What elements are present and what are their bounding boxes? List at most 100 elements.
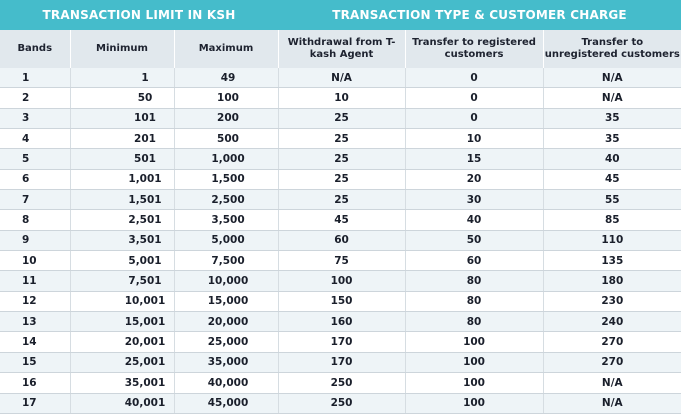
cell-maximum: 1,500 [174, 169, 279, 191]
table-body: 1 1 49 N/A 0 N/A 2 50 100 10 0 N/A 3 101 200 25 0 35 4 201 5… [0, 68, 681, 414]
table-row: 14 20,001 25,000 170 100 270 [0, 331, 681, 353]
cell-maximum: 100 [174, 87, 279, 109]
cell-withdrawal: 25 [278, 148, 406, 170]
cell-registered: 0 [405, 87, 544, 109]
cell-band: 9 [0, 230, 71, 252]
cell-maximum: 25,000 [174, 331, 279, 353]
table-row: 12 10,001 15,000 150 80 230 [0, 291, 681, 313]
cell-unregistered: 135 [543, 250, 681, 272]
cell-maximum: 35,000 [174, 352, 279, 374]
cell-minimum: 7,501 [70, 270, 175, 292]
column-header-row: Bands Minimum Maximum Withdrawal from T-… [0, 30, 681, 68]
col-header-registered: Transfer to registered customers [405, 30, 544, 68]
table-row: 10 5,001 7,500 75 60 135 [0, 250, 681, 272]
cell-minimum: 40,001 [70, 393, 175, 414]
cell-unregistered: N/A [543, 393, 681, 414]
cell-registered: 100 [405, 393, 544, 414]
cell-maximum: 49 [174, 68, 279, 89]
table-row: 11 7,501 10,000 100 80 180 [0, 270, 681, 292]
group-header-row: TRANSACTION LIMIT IN KSH TRANSACTION TYP… [0, 0, 681, 30]
cell-withdrawal: 100 [278, 270, 406, 292]
cell-band: 4 [0, 128, 71, 150]
cell-registered: 80 [405, 270, 544, 292]
cell-band: 15 [0, 352, 71, 374]
cell-registered: 100 [405, 372, 544, 394]
cell-band: 2 [0, 87, 71, 109]
cell-withdrawal: N/A [278, 68, 406, 89]
cell-unregistered: 40 [543, 148, 681, 170]
cell-band: 12 [0, 291, 71, 313]
cell-band: 1 [0, 68, 71, 89]
header-transaction-limit: TRANSACTION LIMIT IN KSH [0, 0, 279, 30]
cell-unregistered: 270 [543, 331, 681, 353]
cell-maximum: 5,000 [174, 230, 279, 252]
cell-band: 11 [0, 270, 71, 292]
cell-unregistered: N/A [543, 87, 681, 109]
cell-unregistered: 45 [543, 169, 681, 191]
cell-registered: 80 [405, 291, 544, 313]
cell-minimum: 10,001 [70, 291, 175, 313]
table-row: 2 50 100 10 0 N/A [0, 87, 681, 109]
cell-minimum: 20,001 [70, 331, 175, 353]
cell-withdrawal: 170 [278, 331, 406, 353]
cell-band: 6 [0, 169, 71, 191]
cell-minimum: 101 [70, 108, 175, 130]
cell-unregistered: 55 [543, 189, 681, 211]
cell-withdrawal: 25 [278, 169, 406, 191]
cell-registered: 10 [405, 128, 544, 150]
cell-withdrawal: 250 [278, 372, 406, 394]
table-row: 6 1,001 1,500 25 20 45 [0, 169, 681, 191]
cell-maximum: 200 [174, 108, 279, 130]
cell-withdrawal: 25 [278, 108, 406, 130]
cell-registered: 20 [405, 169, 544, 191]
cell-registered: 0 [405, 108, 544, 130]
cell-maximum: 10,000 [174, 270, 279, 292]
table-row: 15 25,001 35,000 170 100 270 [0, 352, 681, 374]
cell-withdrawal: 170 [278, 352, 406, 374]
table-row: 9 3,501 5,000 60 50 110 [0, 230, 681, 252]
cell-maximum: 45,000 [174, 393, 279, 414]
cell-minimum: 1,001 [70, 169, 175, 191]
cell-band: 13 [0, 311, 71, 333]
table-row: 1 1 49 N/A 0 N/A [0, 68, 681, 89]
cell-unregistered: 230 [543, 291, 681, 313]
cell-unregistered: 240 [543, 311, 681, 333]
col-header-maximum: Maximum [174, 30, 279, 68]
cell-maximum: 40,000 [174, 372, 279, 394]
cell-registered: 0 [405, 68, 544, 89]
cell-registered: 80 [405, 311, 544, 333]
col-header-bands: Bands [0, 30, 71, 68]
cell-maximum: 1,000 [174, 148, 279, 170]
cell-registered: 30 [405, 189, 544, 211]
cell-maximum: 15,000 [174, 291, 279, 313]
cell-registered: 40 [405, 209, 544, 231]
cell-withdrawal: 250 [278, 393, 406, 414]
cell-withdrawal: 25 [278, 128, 406, 150]
cell-maximum: 7,500 [174, 250, 279, 272]
table-row: 7 1,501 2,500 25 30 55 [0, 189, 681, 211]
cell-maximum: 500 [174, 128, 279, 150]
col-header-unregistered: Transfer to unregistered customers [543, 30, 681, 68]
cell-unregistered: 85 [543, 209, 681, 231]
cell-minimum: 2,501 [70, 209, 175, 231]
cell-withdrawal: 10 [278, 87, 406, 109]
cell-maximum: 2,500 [174, 189, 279, 211]
col-header-withdrawal: Withdrawal from T-kash Agent [278, 30, 406, 68]
col-header-minimum: Minimum [70, 30, 175, 68]
table-row: 17 40,001 45,000 250 100 N/A [0, 393, 681, 414]
cell-minimum: 5,001 [70, 250, 175, 272]
cell-registered: 15 [405, 148, 544, 170]
cell-minimum: 1 [70, 68, 175, 89]
table-row: 3 101 200 25 0 35 [0, 108, 681, 130]
table-row: 5 501 1,000 25 15 40 [0, 148, 681, 170]
cell-withdrawal: 75 [278, 250, 406, 272]
cell-band: 7 [0, 189, 71, 211]
cell-minimum: 50 [70, 87, 175, 109]
cell-unregistered: 110 [543, 230, 681, 252]
table-row: 13 15,001 20,000 160 80 240 [0, 311, 681, 333]
cell-band: 10 [0, 250, 71, 272]
table-row: 16 35,001 40,000 250 100 N/A [0, 372, 681, 394]
cell-registered: 100 [405, 352, 544, 374]
cell-unregistered: N/A [543, 68, 681, 89]
